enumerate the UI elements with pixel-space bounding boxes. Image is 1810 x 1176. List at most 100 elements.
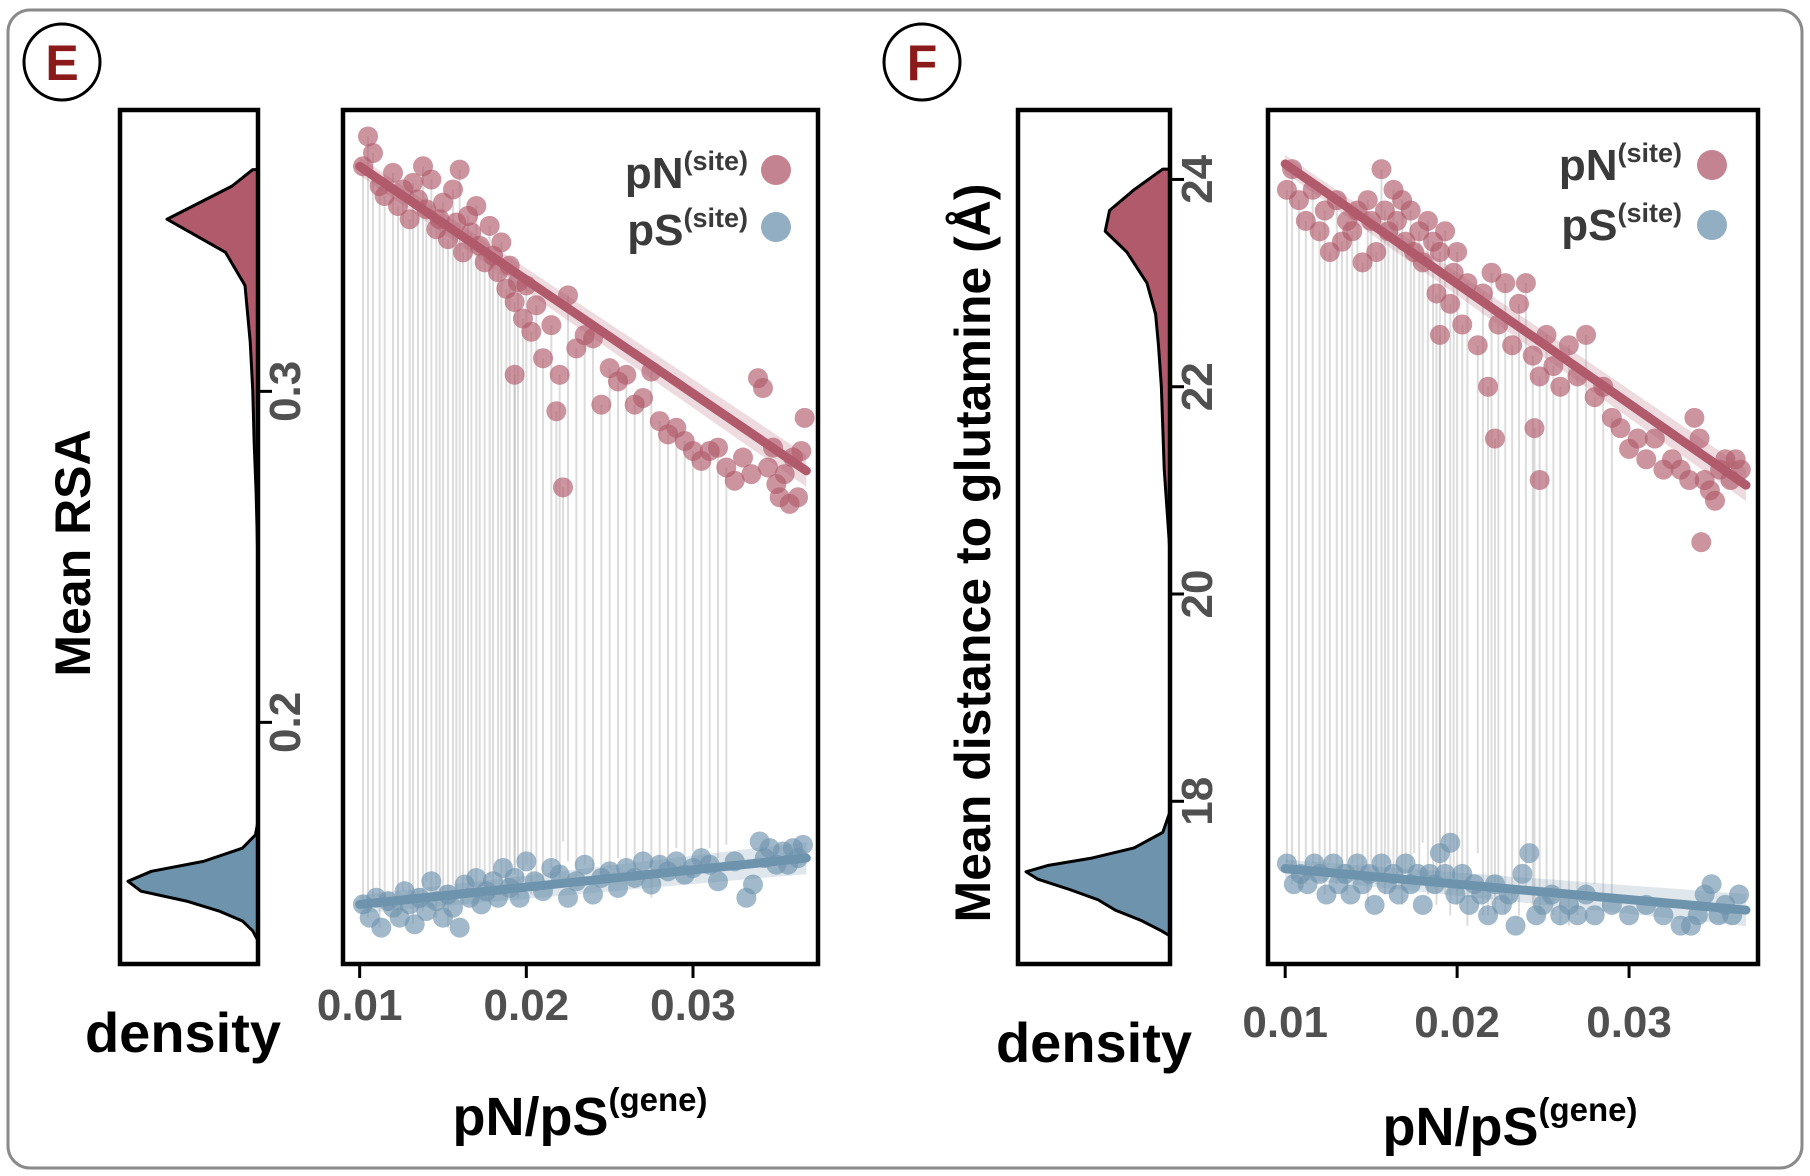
pn-point [1288, 190, 1309, 211]
x-axis-label: pN/pS(gene) [1383, 1091, 1638, 1157]
legend-ps-base: pS [627, 206, 683, 255]
pn-point [733, 447, 753, 468]
pn-point [1447, 241, 1468, 262]
pn-point [1452, 314, 1473, 335]
panel-f: F density Mean distance to glutamine (Å)… [882, 22, 1761, 1157]
x-axis-label: pN/pS(gene) [453, 1081, 708, 1147]
pn-point [1689, 428, 1710, 449]
legend-pn-superscript: (site) [683, 146, 748, 176]
legend: pN(site) pS(site) [1559, 138, 1727, 250]
x-tick-label: 0.01 [1242, 998, 1328, 1047]
panel-e: E density Mean RSA 0.2 0.3 0.01 0.02 0.03 p… [22, 22, 821, 1147]
ps-point [1478, 905, 1499, 926]
pn-point [1352, 252, 1373, 273]
pn-point [788, 487, 808, 508]
pn-point [753, 378, 773, 399]
x-axis-ticks: 0.01 0.02 0.03 [1242, 964, 1672, 1047]
pn-point [399, 209, 420, 230]
pn-point [1495, 273, 1516, 294]
density-panel [1024, 167, 1172, 938]
legend-marker-ps [1697, 210, 1727, 240]
pn-point [708, 437, 728, 458]
ps-point [1512, 863, 1533, 884]
panel-label-badge [22, 22, 102, 102]
y-axis-label: Mean distance to glutamine (Å) [945, 184, 1001, 923]
pn-point [1529, 366, 1550, 387]
legend-ps-base: pS [1561, 201, 1617, 250]
density-frame [117, 107, 261, 967]
pn-point [1386, 210, 1407, 231]
y-tick-label: 0.2 [261, 692, 310, 753]
pn-point [1467, 335, 1488, 356]
pn-point [358, 126, 378, 147]
x-axis-label-superscript: (gene) [609, 1081, 708, 1118]
pn-point [546, 401, 567, 422]
pn-point [1429, 241, 1450, 262]
legend-ps-superscript: (site) [683, 203, 748, 233]
panel-label: F [907, 35, 938, 91]
legend-label-ps: pS(site) [1561, 198, 1682, 250]
ps-point [371, 917, 392, 938]
pn-point [1502, 335, 1523, 356]
pn-point [1576, 324, 1597, 345]
y-tick-label: 24 [1173, 154, 1222, 203]
pn-point [1342, 221, 1363, 242]
pn-point [1435, 221, 1456, 242]
ps-point [504, 867, 525, 888]
pn-point [791, 440, 812, 461]
pn-point [758, 457, 778, 478]
pn-point [1610, 418, 1631, 439]
ps-point [1653, 905, 1674, 926]
pn-point [504, 291, 525, 312]
density-label: density [85, 1001, 281, 1064]
pn-point [1426, 283, 1447, 304]
pn-point [774, 464, 795, 485]
ps-trend-line [355, 853, 811, 909]
pn-point [403, 172, 423, 193]
ps-density-curve [1024, 810, 1172, 938]
pn-point [1417, 210, 1438, 231]
y-tick-label: 20 [1173, 570, 1222, 619]
pn-point [553, 477, 573, 498]
y-axis-ticks: 0.2 0.3 [258, 361, 310, 753]
x-tick-label: 0.01 [317, 981, 403, 1030]
ps-point [449, 917, 470, 938]
legend-marker-pn [1697, 150, 1727, 180]
ps-point [1519, 843, 1540, 864]
ps-point [793, 834, 813, 855]
pn-point [1515, 273, 1536, 294]
y-tick-label: 22 [1173, 362, 1222, 411]
ps-point [708, 871, 728, 892]
ps-point [743, 874, 763, 895]
x-axis-label-superscript: (gene) [1539, 1091, 1638, 1128]
x-axis-label-base: pN/pS [453, 1087, 609, 1147]
pn-point [1529, 469, 1550, 490]
legend-ps-superscript: (site) [1617, 198, 1682, 228]
pn-point [1705, 490, 1726, 511]
legend-pn-superscript: (site) [1617, 138, 1682, 168]
pn-point [724, 470, 745, 491]
pn-point [1684, 407, 1705, 428]
ps-point [1567, 905, 1588, 926]
pn-point [1509, 293, 1530, 314]
x-tick-label: 0.03 [650, 981, 736, 1030]
legend-pn-base: pN [1559, 141, 1618, 190]
pn-point [1484, 428, 1505, 449]
pn-point [504, 364, 525, 385]
pn-trend-line [1280, 159, 1751, 490]
ps-point [1584, 905, 1605, 926]
pn-point [526, 295, 547, 316]
y-axis-label: Mean RSA [45, 429, 101, 676]
ps-point [443, 897, 463, 918]
legend-marker-ps [761, 212, 791, 242]
pn-point [1309, 221, 1330, 242]
x-axis-ticks: 0.01 0.02 0.03 [317, 964, 736, 1030]
ps-point [558, 887, 578, 908]
legend-label-pn: pN(site) [1559, 138, 1682, 190]
x-axis-label-base: pN/pS [1383, 1097, 1539, 1157]
pn-point [1357, 190, 1378, 211]
pn-point [1627, 428, 1648, 449]
legend: pN(site) pS(site) [625, 146, 791, 255]
density-label: density [996, 1011, 1192, 1074]
pn-trend-line [355, 161, 811, 476]
